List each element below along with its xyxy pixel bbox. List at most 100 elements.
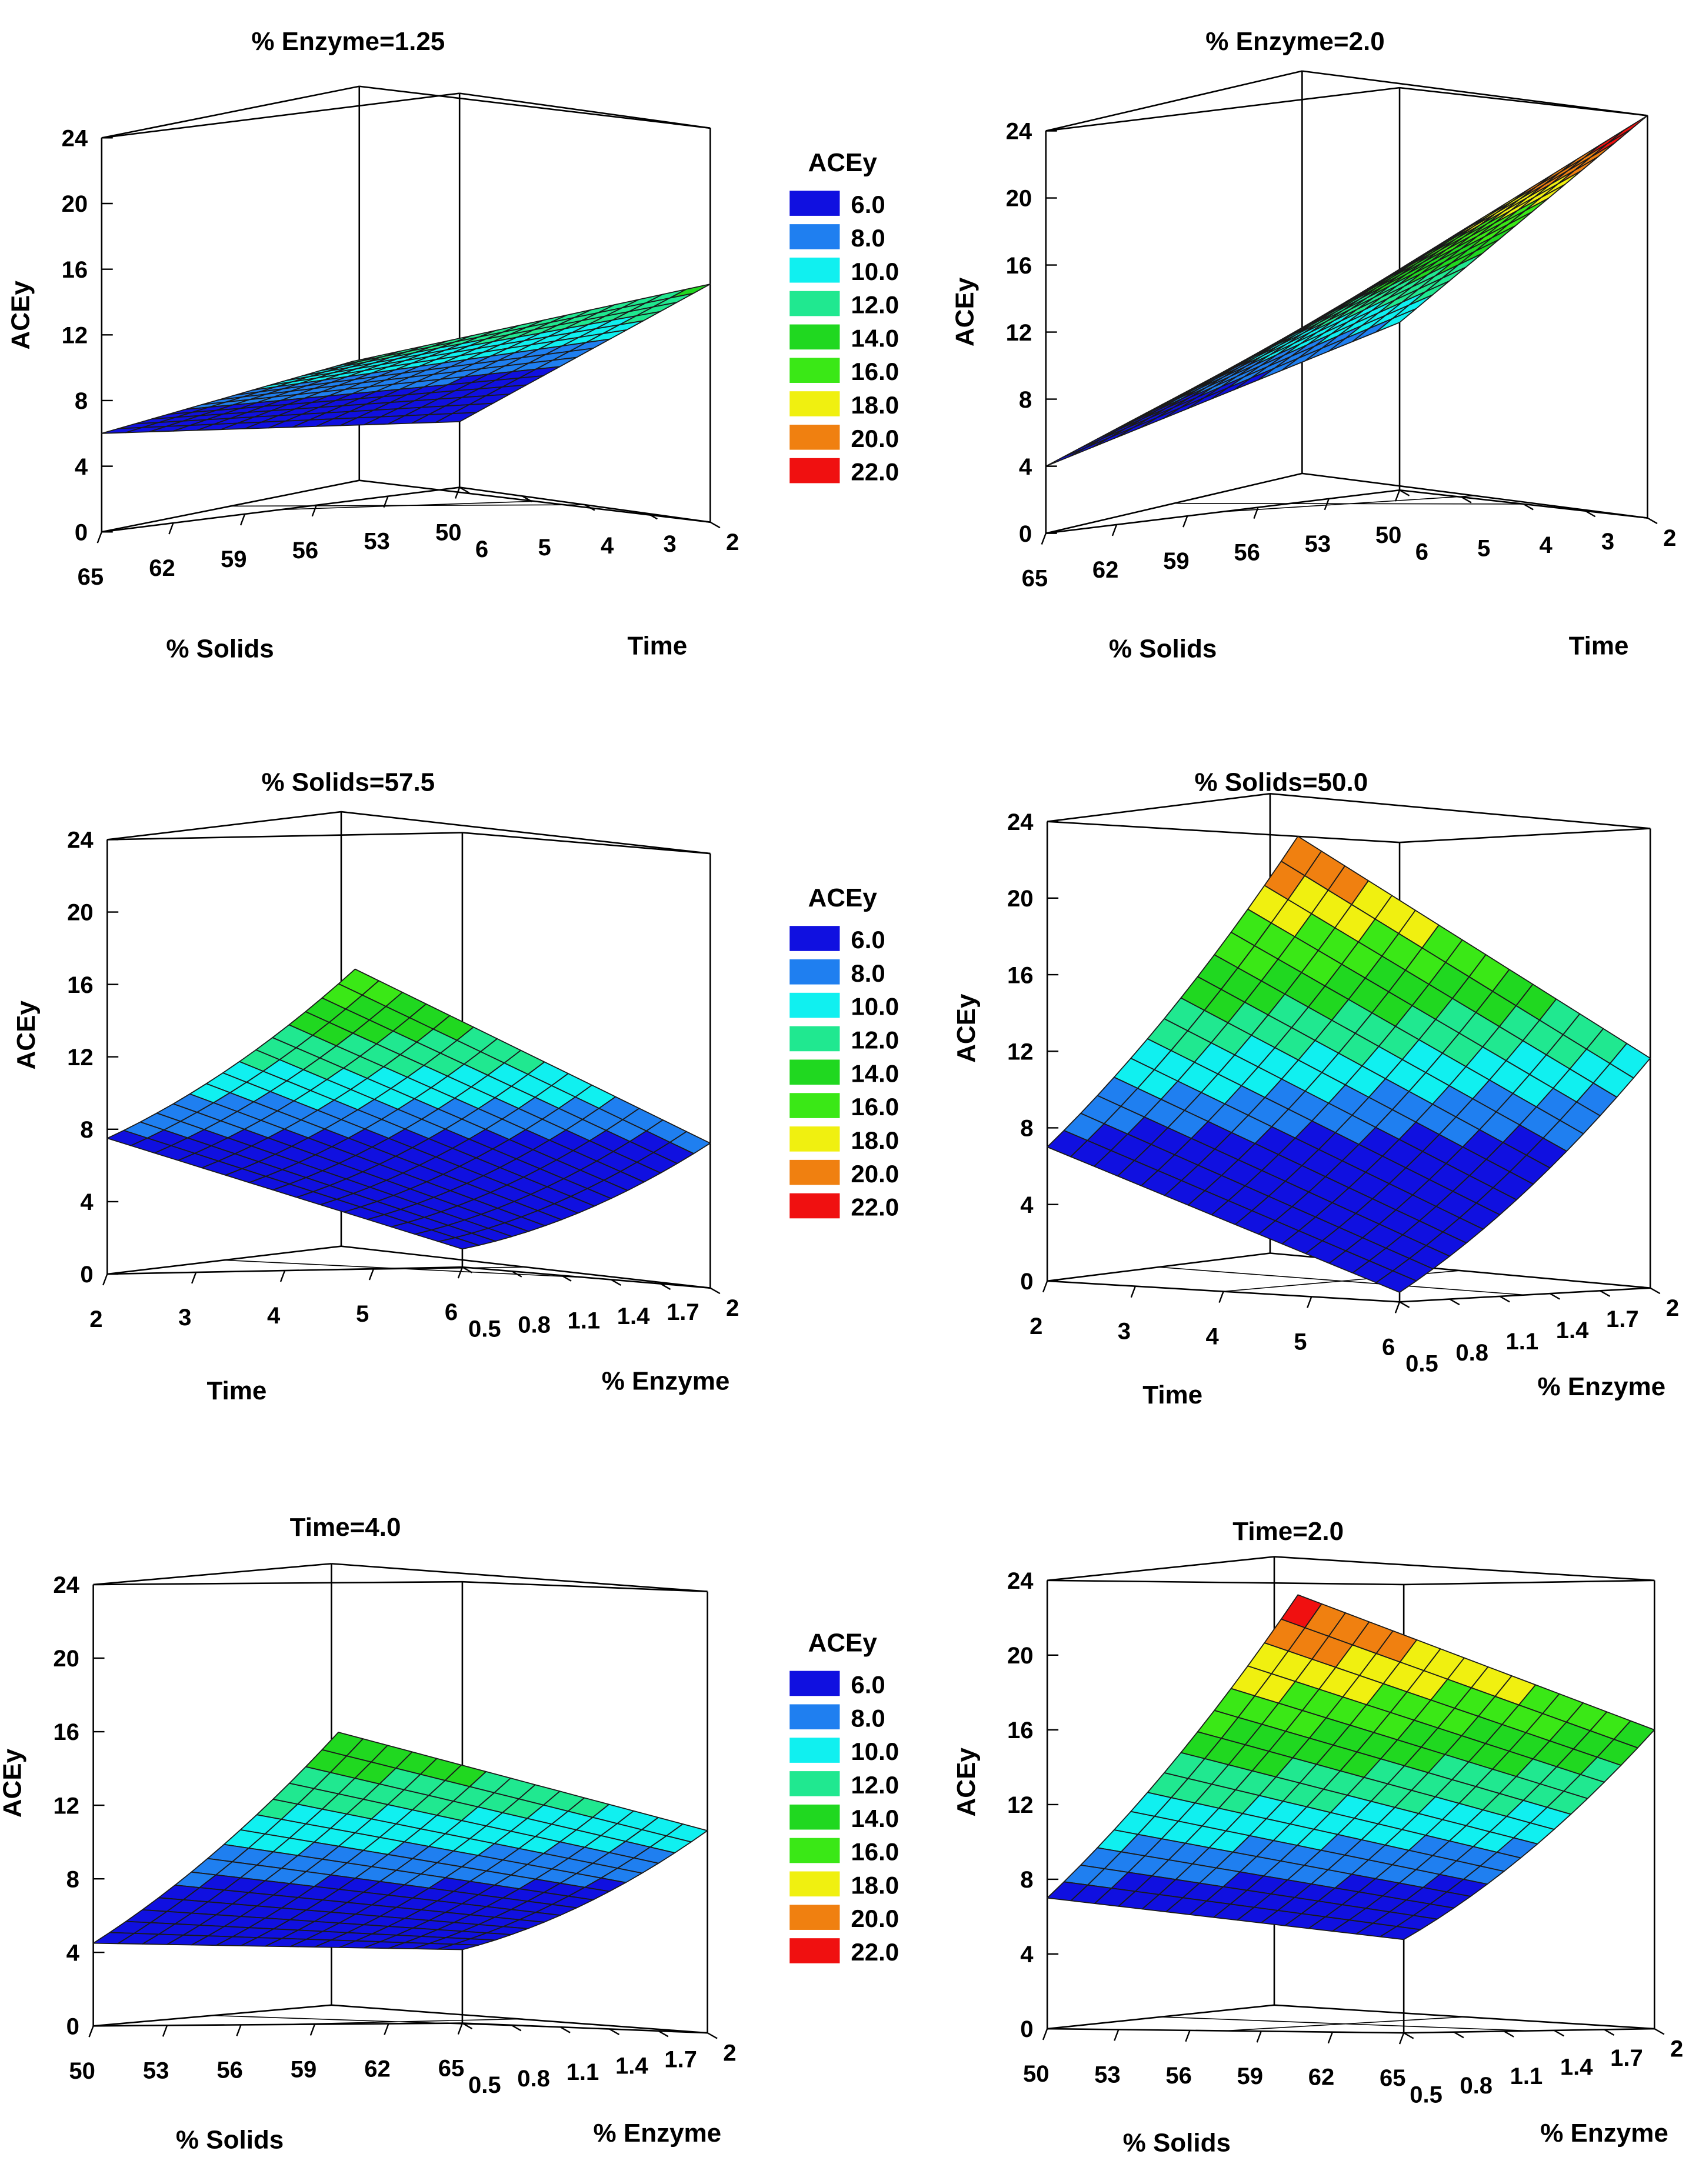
legend-label: 18.0 (851, 1871, 899, 1899)
z-tick-label: 20 (53, 1646, 79, 1672)
z-tick-label: 24 (67, 828, 94, 853)
z-axis: 0 4 8 12 16 20 24 ACEy (952, 809, 1059, 1295)
legend-swatch (789, 1804, 840, 1830)
y-axis-label: % Enzyme (1537, 1372, 1665, 1401)
response-surface (1045, 115, 1648, 467)
surface-cell-14-0 (1375, 1270, 1417, 1293)
z-tick-label: 20 (62, 191, 88, 217)
y-tick-label: 1.4 (1556, 1318, 1589, 1343)
legend-swatch (789, 1704, 840, 1730)
legend-title: ACEy (808, 148, 877, 177)
panel-title: % Enzyme=1.25 (251, 27, 445, 56)
legend-label: 14.0 (851, 1059, 899, 1087)
y-tick-label: 2 (1666, 1295, 1679, 1321)
color-legend-1: ACEy 6.0 8.0 10.0 12.0 14.0 16.0 18.0 20.0 22.0 (789, 148, 899, 486)
y-tick-label: 1.1 (568, 1308, 601, 1333)
x-tick-label: 65 (1022, 566, 1048, 592)
legend-title: ACEy (808, 883, 877, 912)
x-tick-label: 3 (1118, 1319, 1131, 1345)
legend-label: 20.0 (851, 425, 899, 452)
x-tick-label: 56 (292, 538, 319, 563)
z-axis-label: ACEy (0, 1748, 27, 1818)
y-axis-label: % Enzyme (1540, 2119, 1668, 2148)
x-tick-label: 50 (1023, 2061, 1050, 2087)
x-tick-label: 62 (1092, 557, 1119, 583)
z-tick-label: 20 (1007, 1643, 1034, 1669)
z-axis-label: ACEy (952, 1748, 981, 1817)
y-tick-label: 0.5 (1405, 1351, 1438, 1377)
y-tick-label: 4 (601, 533, 614, 559)
z-axis-label: ACEy (952, 993, 981, 1063)
y-tick-label: 2 (726, 1295, 739, 1321)
response-surface (106, 968, 711, 1250)
surface-panel-3: 0 4 8 12 16 20 24 ACEy 2 3 4 5 6 Time 0.5 0.8 1.1 1.4 1.7 2… (12, 768, 739, 1405)
z-tick-label: 4 (75, 454, 88, 480)
x-tick-label: 62 (149, 555, 175, 581)
x-tick-label: 56 (216, 2057, 243, 2083)
z-tick-label: 8 (1019, 387, 1032, 413)
y-tick-label: 6 (1415, 539, 1428, 565)
surface-cell-14-0 (435, 412, 477, 424)
legend-swatch (789, 1059, 840, 1085)
z-axis: 0 4 8 12 16 20 24 ACEy (952, 1568, 1059, 2042)
z-tick-label: 0 (1020, 2016, 1033, 2042)
response-surface (1047, 1594, 1655, 1940)
surface-cell-14-0 (1375, 308, 1417, 333)
x-tick-label: 50 (1375, 522, 1402, 548)
x-axis: 2 3 4 5 6 Time (1030, 1281, 1401, 1409)
legend-swatch (789, 191, 840, 216)
x-axis-label: % Solids (166, 634, 274, 663)
z-tick-label: 20 (67, 900, 94, 926)
z-tick-label: 0 (1020, 1269, 1033, 1295)
z-axis: 0 4 8 12 16 20 24 ACEy (12, 828, 119, 1288)
z-tick-label: 12 (62, 323, 88, 349)
z-axis: 0 4 8 12 16 20 24 ACEy (951, 119, 1057, 547)
z-axis-label: ACEy (12, 1001, 41, 1070)
legend-swatch (789, 291, 840, 316)
x-tick-label: 59 (1163, 548, 1190, 574)
x-tick-label: 2 (1030, 1313, 1042, 1339)
y-axis: 0.5 0.8 1.1 1.4 1.7 2 % Enzyme (1403, 2028, 1683, 2148)
z-tick-label: 12 (1007, 1039, 1034, 1065)
legend-swatch (789, 959, 840, 985)
y-tick-label: 1.7 (664, 2046, 697, 2072)
x-tick-label: 4 (267, 1303, 281, 1329)
z-tick-label: 24 (62, 126, 88, 152)
x-tick-label: 59 (221, 546, 247, 572)
legend-swatch (789, 1938, 840, 1963)
x-axis: 50 53 56 59 62 65 % Solids (69, 2023, 464, 2155)
legend-swatch (789, 1738, 840, 1763)
z-tick-label: 4 (80, 1189, 94, 1215)
x-tick-label: 59 (1237, 2063, 1264, 2089)
legend-label: 16.0 (851, 1838, 899, 1866)
legend-swatch (789, 1159, 840, 1185)
legend-swatch (789, 1670, 840, 1696)
legend-label: 8.0 (851, 1704, 885, 1732)
x-tick-label: 59 (291, 2056, 317, 2082)
y-axis-label: Time (1569, 632, 1629, 661)
z-tick-label: 8 (1020, 1116, 1033, 1142)
legend-swatch (789, 1838, 840, 1863)
legend-swatch (789, 926, 840, 951)
legend-swatch (789, 1193, 840, 1219)
z-tick-label: 8 (1020, 1867, 1033, 1893)
legend-swatch (789, 257, 840, 283)
legend-label: 12.0 (851, 291, 899, 319)
x-tick-label: 5 (356, 1301, 369, 1327)
x-tick-label: 2 (89, 1306, 102, 1332)
response-surface (101, 284, 711, 434)
z-tick-label: 16 (53, 1719, 79, 1745)
x-tick-label: 53 (1305, 531, 1331, 557)
z-tick-label: 12 (53, 1793, 79, 1819)
legend-label: 16.0 (851, 1093, 899, 1121)
legend-swatch (789, 425, 840, 450)
color-legend-2: ACEy 6.0 8.0 10.0 12.0 14.0 16.0 18.0 20.0 22.0 (789, 883, 899, 1221)
y-tick-label: 1.7 (1610, 2045, 1643, 2071)
x-axis: 65 62 59 56 53 50 % Solids (78, 487, 461, 663)
y-tick-label: 4 (1539, 532, 1553, 558)
z-tick-label: 24 (53, 1572, 79, 1598)
z-tick-label: 12 (1006, 320, 1032, 346)
